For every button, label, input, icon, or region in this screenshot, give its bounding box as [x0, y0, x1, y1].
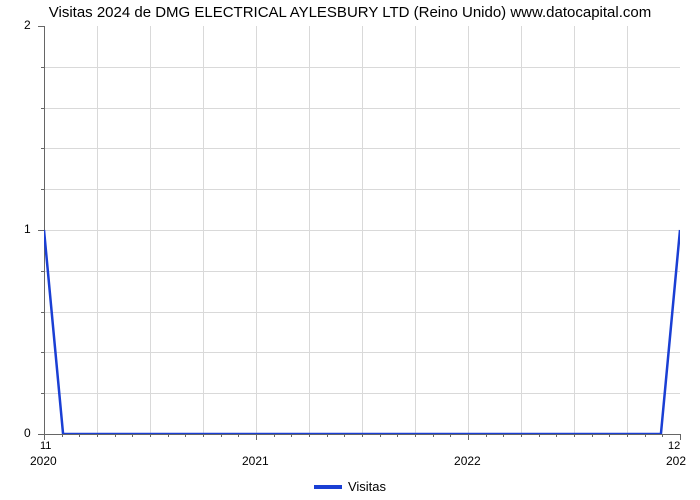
x-minor-tick	[132, 434, 133, 437]
x-minor-tick	[574, 434, 575, 437]
x-minor-tick	[415, 434, 416, 437]
y-tick-label: 0	[24, 426, 34, 440]
x-minor-tick	[521, 434, 522, 437]
x-minor-tick	[433, 434, 434, 437]
x-minor-tick	[309, 434, 310, 437]
x-minor-tick	[380, 434, 381, 437]
x-tick-label: 202	[666, 454, 686, 468]
x-minor-tick	[97, 434, 98, 437]
x-tick-label: 2020	[30, 454, 57, 468]
x-tick-label: 2022	[454, 454, 481, 468]
series-line	[44, 26, 680, 434]
y-tick-label: 2	[24, 18, 34, 32]
x-minor-tick	[62, 434, 63, 437]
plot-area	[44, 26, 680, 434]
y-tick-label: 1	[24, 222, 34, 236]
x-minor-tick	[221, 434, 222, 437]
x-minor-tick	[397, 434, 398, 437]
x-minor-tick	[450, 434, 451, 437]
legend-swatch	[314, 485, 342, 489]
x-minor-tick	[539, 434, 540, 437]
x-extra-right-label: 12	[668, 440, 680, 452]
x-minor-tick	[274, 434, 275, 437]
x-minor-tick	[203, 434, 204, 437]
x-minor-tick	[645, 434, 646, 437]
x-minor-tick	[291, 434, 292, 437]
x-minor-tick	[627, 434, 628, 437]
x-minor-tick	[150, 434, 151, 437]
x-minor-tick	[503, 434, 504, 437]
x-minor-tick	[609, 434, 610, 437]
legend: Visitas	[0, 478, 700, 494]
x-minor-tick	[79, 434, 80, 437]
chart-container: { "chart": { "type": "line", "title": "V…	[0, 0, 700, 500]
x-minor-tick	[556, 434, 557, 437]
x-minor-tick	[662, 434, 663, 437]
x-minor-tick	[168, 434, 169, 437]
x-minor-tick	[592, 434, 593, 437]
x-major-tick	[256, 434, 257, 440]
x-minor-tick	[115, 434, 116, 437]
x-minor-tick	[185, 434, 186, 437]
x-major-tick	[468, 434, 469, 440]
x-minor-tick	[238, 434, 239, 437]
legend-label: Visitas	[348, 479, 386, 494]
chart-title: Visitas 2024 de DMG ELECTRICAL AYLESBURY…	[0, 4, 700, 21]
x-minor-tick	[486, 434, 487, 437]
x-minor-tick	[327, 434, 328, 437]
x-minor-tick	[344, 434, 345, 437]
x-tick-label: 2021	[242, 454, 269, 468]
x-extra-left-label: 11	[40, 440, 51, 452]
x-minor-tick	[362, 434, 363, 437]
